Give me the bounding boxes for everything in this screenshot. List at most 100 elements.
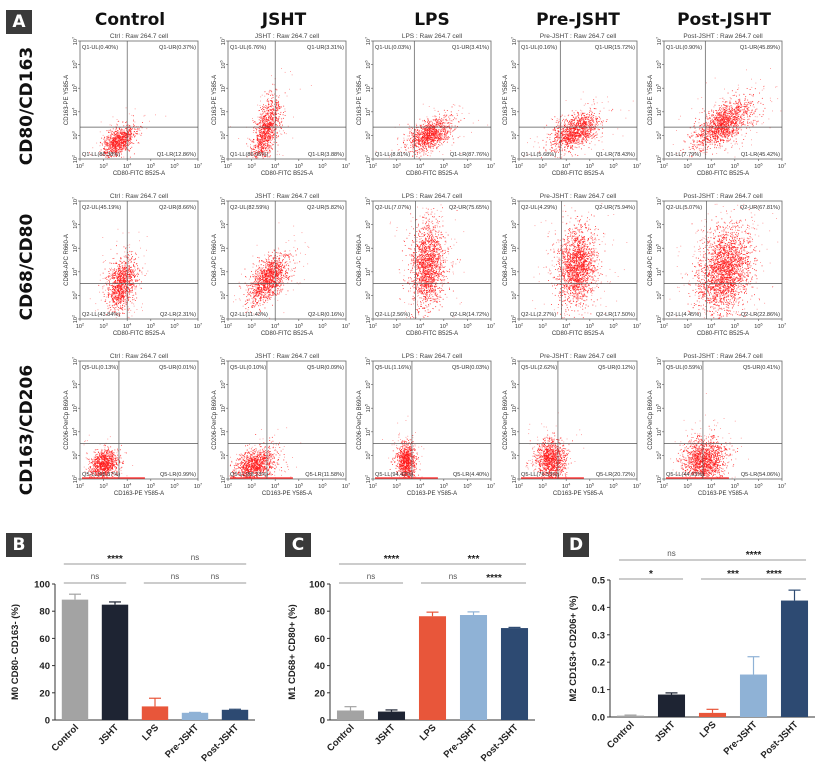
y-tick-label: 100 [34,580,50,591]
y-tick-label: 105 [365,84,373,92]
y-tick-label: 102 [365,315,373,323]
y-tick-label: 0.2 [592,658,605,669]
y-tick-label: 80 [314,607,325,618]
x-tick-label: 107 [633,483,641,491]
flow-plot: Pre-JSHT : Raw 264.7 cell Q5-UL(2.62%) Q5-… [503,353,641,497]
significance-label: **** [384,554,400,565]
y-tick-label: 103 [365,451,373,459]
bar-control [336,710,365,720]
flow-dots [670,393,749,479]
y-tick-label: 103 [365,131,373,139]
y-tick-label: 107 [656,357,664,365]
y-tick-label: 104 [72,268,80,276]
quadrant-label-ll: Q5-LL(88.23%) [230,472,268,478]
y-tick-label: 103 [656,131,664,139]
y-tick-label: 106 [72,380,80,388]
quadrant-label-ll: Q2-LL(4.45%) [666,312,701,318]
y-tick-label: 106 [220,380,228,388]
quadrant-label-ul: Q5-UL(0.13%) [82,365,118,371]
flow-plot: Ctrl : Raw 264.7 cell Q1-UL(0.40%) Q1-UR(0… [64,33,202,177]
x-tick-label: 103 [538,163,546,171]
x-axis-label: CD80-FITC B525-A [552,331,604,337]
y-tick-label: 102 [72,315,80,323]
flow-dots [375,103,489,159]
x-axis-label: CD80-FITC B525-A [552,171,604,177]
bar-lps [141,706,169,720]
quadrant-label-ll: Q1-LL(8.81%) [375,152,410,158]
x-tick-label: 107 [342,323,350,331]
column-title-post-jsht: Post-JSHT [677,10,771,30]
x-tick-label: 107 [778,483,786,491]
column-title-control: Control [94,10,166,30]
y-tick-label: 104 [656,268,664,276]
quadrant-label-lr: Q5-LR(20.72%) [596,472,635,478]
x-tick-label: 105 [147,483,155,491]
quadrant-label-lr: Q1-LR(45.42%) [741,152,780,158]
x-tick-label: 106 [463,483,471,491]
y-tick-label: 107 [72,357,80,365]
x-axis-label: CD80-FITC B525-A [113,171,165,177]
x-tick-label: Control [325,722,357,754]
significance-label: ns [667,549,675,558]
y-axis-label: M1 CD68+ CD80+ (%) [287,604,298,700]
bar-chart-d: 0.0 0.1 0.2 0.3 0.4 0.5 M2 CD163+ CD206+ (%) Co… [568,549,815,761]
quadrant-label-ur: Q1-UR(0.37%) [159,45,196,51]
y-tick-label: 103 [72,451,80,459]
y-tick-label: 0 [45,716,50,727]
x-tick-label: 106 [318,483,326,491]
quadrant-label-ll: Q1-LL(86.38%) [82,152,120,158]
y-tick-label: 103 [365,291,373,299]
x-tick-label: JSHT [373,722,398,747]
x-tick-label: 103 [99,323,107,331]
y-tick-label: 104 [656,428,664,436]
x-tick-label: 105 [731,163,739,171]
y-axis-label: M2 CD163+ CD206+ (%) [568,595,579,701]
flow-plot-frame [518,360,638,480]
y-tick-label: 106 [656,220,664,228]
flow-plot: Ctrl : Raw 264.7 cell Q5-UL(0.13%) Q5-UR(0… [64,353,202,497]
y-axis-label: CD206-PerCp B690-A [503,390,509,449]
quadrant-label-ur: Q1-UR(15.72%) [595,45,635,51]
x-tick-label: 104 [562,323,570,331]
quadrant-label-lr: Q1-LR(87.76%) [450,152,489,158]
y-axis-label: CD163-PE Y585-A [212,75,218,125]
y-tick-label: 40 [39,661,50,672]
y-tick-label: 103 [72,131,80,139]
x-axis-label: CD163-PE Y585-A [698,491,748,497]
y-tick-label: 103 [656,291,664,299]
quadrant-label-ur: Q5-UR(0.03%) [452,365,489,371]
y-tick-label: 105 [511,244,519,252]
column-title-lps: LPS [414,10,450,30]
x-tick-label: 103 [247,483,255,491]
x-tick-label: 106 [754,323,762,331]
flow-dots [525,412,585,479]
quadrant-label-ul: Q2-UL(82.59%) [230,205,269,211]
flow-plot-frame [79,200,199,320]
quadrant-label-lr: Q2-LR(0.16%) [308,312,344,318]
x-tick-label: 106 [463,163,471,171]
x-tick-label: 103 [247,323,255,331]
flow-plot-frame [227,40,347,160]
x-tick-label: 106 [609,323,617,331]
quadrant-label-ll: Q2-LL(2.56%) [375,312,410,318]
quadrant-label-ur: Q2-UR(75.94%) [595,205,635,211]
column-title-pre-jsht: Pre-JSHT [536,10,620,30]
quadrant-label-ll: Q2-LL(11.43%) [230,312,268,318]
y-axis-label: CD206-PerCp B690-A [212,390,218,449]
significance-label: ns [367,572,375,581]
x-tick-label: 107 [487,163,495,171]
quadrant-label-ur: Q1-UR(45.89%) [740,45,780,51]
x-tick-label: 102 [76,483,84,491]
quadrant-label-ur: Q1-UR(3.41%) [452,45,489,51]
x-tick-label: 105 [147,163,155,171]
y-tick-label: 107 [365,197,373,205]
x-tick-label: 107 [778,323,786,331]
y-tick-label: 0 [320,716,325,727]
bar-lps [698,712,727,717]
x-tick-label: 105 [586,163,594,171]
x-tick-label: 105 [586,483,594,491]
x-tick-label: 104 [707,163,715,171]
quadrant-label-ul: Q2-UL(4.29%) [521,205,557,211]
x-tick-label: 102 [76,163,84,171]
significance-label: **** [486,573,502,584]
